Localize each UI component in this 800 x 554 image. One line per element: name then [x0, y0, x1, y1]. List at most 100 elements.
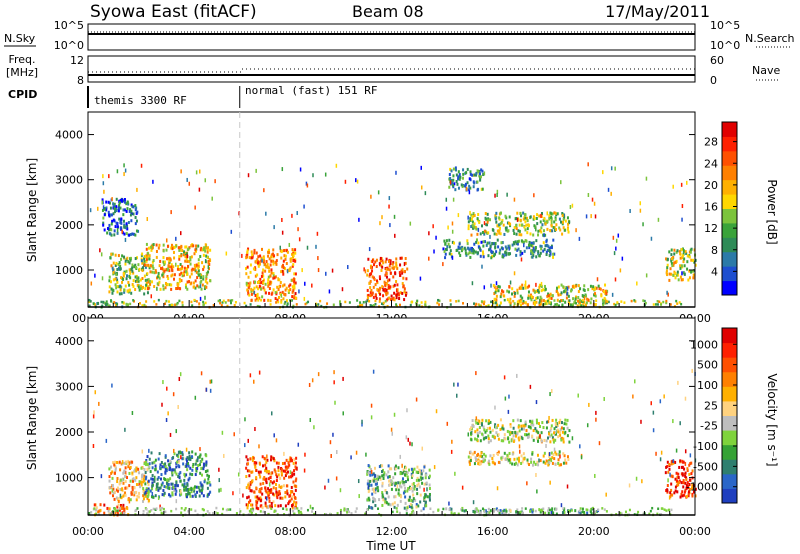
echo-cell	[532, 241, 535, 245]
echo-cell	[164, 454, 167, 458]
echo-cell	[180, 267, 183, 271]
echo-cell	[482, 244, 485, 248]
echo-cell	[665, 509, 668, 512]
echo-cell	[279, 476, 282, 480]
echo-cell	[279, 280, 282, 284]
echo-cell	[258, 444, 260, 449]
echo-cell	[143, 303, 146, 307]
echo-cell	[500, 241, 503, 245]
echo-cell	[151, 246, 154, 250]
echo-cell	[389, 503, 392, 507]
echo-cell	[578, 236, 581, 241]
echo-cell	[386, 304, 389, 308]
echo-cell	[164, 302, 167, 305]
echo-cell	[583, 284, 586, 288]
echo-cell	[549, 229, 552, 233]
echo-cell	[478, 221, 481, 225]
echo-cell	[100, 474, 103, 479]
echo-cell	[366, 296, 369, 300]
echo-cell	[469, 255, 472, 259]
echo-cell	[158, 452, 161, 456]
echo-cell	[688, 255, 691, 259]
echo-cell	[245, 272, 248, 276]
echo-cell	[154, 468, 157, 472]
echo-cell	[335, 476, 338, 481]
echo-cell	[284, 504, 287, 508]
echo-cell	[485, 304, 488, 308]
echo-cell	[370, 266, 373, 270]
echo-cell	[110, 228, 113, 232]
echo-cell	[406, 408, 408, 413]
echo-cell	[529, 296, 532, 300]
echo-cell	[115, 273, 118, 277]
echo-cell	[548, 214, 551, 218]
echo-cell	[136, 210, 139, 214]
echo-cell	[153, 300, 156, 303]
echo-cell	[588, 402, 590, 407]
echo-cell	[482, 255, 485, 259]
echo-cell	[674, 485, 677, 489]
echo-cell	[390, 298, 393, 302]
echo-cell	[243, 301, 246, 305]
echo-cell	[454, 168, 457, 172]
echo-cell	[569, 303, 572, 306]
echo-cell	[129, 498, 132, 502]
echo-cell	[682, 485, 685, 489]
echo-cell	[259, 496, 262, 500]
echo-cell	[527, 433, 530, 437]
echo-cell	[253, 248, 256, 252]
echo-cell	[280, 270, 283, 274]
echo-cell	[551, 212, 554, 216]
echo-cell	[451, 240, 454, 244]
echo-cell	[417, 478, 420, 482]
echo-cell	[540, 247, 543, 251]
echo-cell	[123, 461, 126, 465]
echo-cell	[278, 285, 281, 289]
echo-cell	[581, 294, 584, 298]
echo-cell	[679, 264, 682, 268]
nsky-frame	[87, 23, 696, 51]
echo-cell	[506, 453, 509, 457]
echo-cell	[146, 455, 149, 459]
echo-cell	[668, 495, 671, 500]
echo-cell	[408, 495, 411, 499]
echo-cell	[676, 490, 679, 494]
echo-cell	[562, 440, 565, 444]
echo-cell	[670, 257, 673, 261]
echo-cell	[172, 485, 175, 489]
echo-cell	[293, 286, 296, 290]
echo-cell	[390, 467, 393, 471]
echo-cell	[197, 266, 200, 270]
echo-cell	[311, 378, 314, 383]
echo-cell	[185, 459, 188, 463]
echo-cell	[154, 458, 157, 462]
echo-cell	[381, 493, 384, 497]
echo-cell	[379, 263, 382, 267]
echo-cell	[559, 454, 561, 459]
echo-cell	[274, 275, 277, 279]
echo-cell	[250, 298, 253, 302]
echo-cell	[146, 467, 149, 471]
echo-cell	[561, 303, 564, 307]
echo-cell	[265, 496, 268, 501]
echo-cell	[181, 451, 184, 455]
echo-cell	[270, 271, 273, 275]
echo-cell	[564, 219, 567, 223]
echo-cell	[179, 451, 182, 455]
echo-cell	[500, 456, 503, 460]
echo-cell	[291, 252, 294, 256]
echo-cell	[137, 495, 140, 499]
echo-cell	[483, 240, 486, 244]
echo-cell	[442, 507, 445, 511]
echo-cell	[129, 276, 132, 280]
echo-cell	[594, 473, 596, 478]
echo-cell	[142, 490, 145, 494]
echo-cell	[202, 467, 205, 471]
echo-cell	[670, 262, 673, 266]
echo-cell	[200, 279, 203, 283]
echo-cell	[462, 172, 465, 176]
echo-cell	[250, 489, 253, 493]
echo-cell	[280, 293, 283, 298]
echo-cell	[693, 260, 696, 264]
